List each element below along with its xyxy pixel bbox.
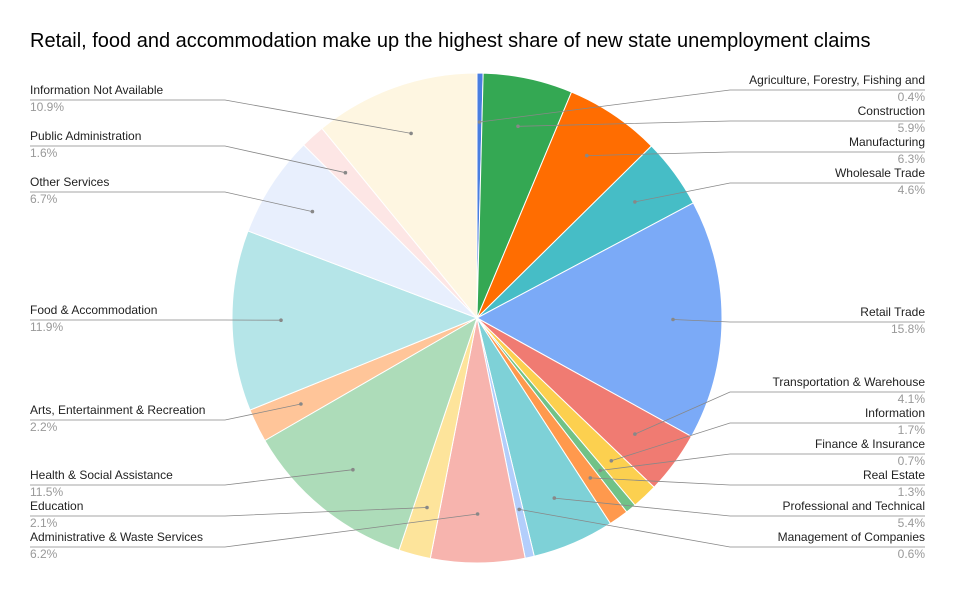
leader-dot-transportation-warehouse (633, 432, 637, 436)
leader-dot-other-services (310, 209, 315, 214)
slice-value-manufacturing: 6.3% (898, 152, 926, 166)
slice-label-information-not-available: Information Not Available (30, 83, 164, 97)
leader-line-education (30, 507, 428, 517)
leader-dot-information-not-available (409, 131, 413, 136)
slice-value-wholesale-trade: 4.6% (898, 183, 926, 197)
slice-label-wholesale-trade: Wholesale Trade (835, 166, 925, 180)
leader-line-information-not-available (30, 99, 412, 134)
slice-value-other-services: 6.7% (30, 192, 58, 206)
leader-line-real-estate (590, 477, 925, 486)
leader-lines (30, 89, 925, 548)
slice-value-agriculture-forestry-fishing-and: 0.4% (898, 90, 926, 104)
slice-value-administrative-waste-services: 6.2% (30, 547, 58, 561)
leader-dot-health-social-assistance (351, 467, 355, 472)
slice-value-transportation-warehouse: 4.1% (898, 392, 926, 406)
slice-value-education: 2.1% (30, 516, 58, 530)
slice-value-construction: 5.9% (898, 121, 926, 135)
slice-label-administrative-waste-services: Administrative & Waste Services (30, 530, 203, 544)
pie-slice-information-not-available (321, 72, 478, 320)
slice-label-management-of-companies: Management of Companies (778, 530, 925, 544)
leader-line-administrative-waste-services (30, 513, 478, 548)
leader-line-agriculture-forestry-fishing-and (479, 89, 925, 123)
slice-value-information: 1.7% (898, 423, 926, 437)
leader-line-management-of-companies (519, 509, 925, 548)
slice-value-arts-entertainment-recreation: 2.2% (30, 420, 58, 434)
leader-line-health-social-assistance (30, 469, 353, 486)
chart-title: Retail, food and accommodation make up t… (30, 30, 871, 52)
slice-label-information: Information (865, 406, 925, 420)
leader-line-arts-entertainment-recreation (30, 403, 301, 421)
leader-dot-arts-entertainment-recreation (299, 402, 303, 406)
leader-line-wholesale-trade (634, 182, 925, 203)
leader-dot-administrative-waste-services (475, 512, 480, 516)
leader-line-manufacturing (586, 151, 925, 156)
slice-label-education: Education (30, 499, 83, 513)
slice-label-retail-trade: Retail Trade (860, 305, 925, 319)
slice-label-finance-insurance: Finance & Insurance (815, 437, 925, 451)
slice-label-agriculture-forestry-fishing-and: Agriculture, Forestry, Fishing and (749, 73, 925, 87)
leader-line-retail-trade (672, 319, 925, 323)
pie-slices (231, 72, 723, 564)
leader-line-finance-insurance (600, 453, 925, 471)
slice-value-health-social-assistance: 11.5% (30, 485, 63, 499)
pie-slice-retail-trade (475, 202, 723, 438)
slice-label-manufacturing: Manufacturing (849, 135, 925, 149)
leader-line-other-services (30, 191, 313, 212)
slice-label-real-estate: Real Estate (863, 468, 925, 482)
slice-label-transportation-warehouse: Transportation & Warehouse (772, 375, 925, 389)
leader-dot-public-administration (343, 170, 348, 175)
slice-label-construction: Construction (858, 104, 925, 118)
slice-value-finance-insurance: 0.7% (898, 454, 926, 468)
pie-slice-food-accommodation (231, 230, 479, 411)
slice-value-management-of-companies: 0.6% (898, 547, 926, 561)
slice-label-health-social-assistance: Health & Social Assistance (30, 468, 173, 482)
slice-value-information-not-available: 10.9% (30, 100, 64, 114)
slice-labels: Agriculture, Forestry, Fishing and 0.4%Co… (30, 73, 925, 561)
leader-line-construction (517, 120, 925, 127)
slice-value-real-estate: 1.3% (898, 485, 926, 499)
slice-value-retail-trade: 15.8% (891, 322, 925, 336)
pie-slice-health-social-assistance (264, 316, 478, 551)
slice-label-arts-entertainment-recreation: Arts, Entertainment & Recreation (30, 403, 205, 417)
slice-value-public-administration: 1.6% (30, 146, 58, 160)
leader-line-professional-and-technical (554, 497, 925, 517)
leader-line-information (611, 422, 925, 462)
slice-value-food-accommodation: 11.9% (30, 320, 63, 334)
leader-line-transportation-warehouse (634, 391, 925, 435)
slice-label-professional-and-technical: Professional and Technical (782, 499, 925, 513)
slice-value-professional-and-technical: 5.4% (898, 516, 926, 530)
slice-label-food-accommodation: Food & Accommodation (30, 303, 157, 317)
leader-line-public-administration (30, 145, 346, 174)
slice-label-public-administration: Public Administration (30, 129, 141, 143)
slice-label-other-services: Other Services (30, 175, 109, 189)
